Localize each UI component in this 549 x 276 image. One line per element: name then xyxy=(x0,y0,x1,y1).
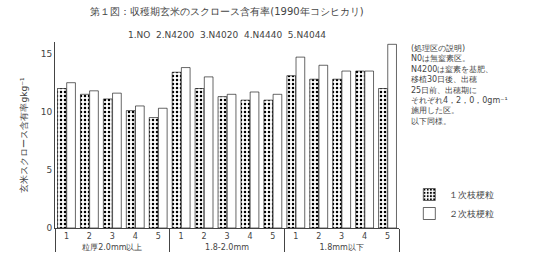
svg-text:4: 4 xyxy=(247,232,252,241)
svg-text:3: 3 xyxy=(224,232,229,241)
svg-text:1.NO 2.N4200 3.N4020 4.N444: 1.NO 2.N4200 3.N4020 4.N4440 5.N4044 xyxy=(128,30,326,40)
svg-text:0: 0 xyxy=(46,223,52,233)
svg-text:２次枝梗粒: ２次枝梗粒 xyxy=(449,209,494,219)
svg-text:１次枝梗粒: １次枝梗粒 xyxy=(449,190,494,200)
svg-text:(処理区の説明)N0は無窒素区。N4200は窒素を基肥、移植: (処理区の説明)N0は無窒素区。N4200は窒素を基肥、移植30日後、出穂25日… xyxy=(411,44,508,126)
svg-text:3: 3 xyxy=(339,232,344,241)
svg-text:玄米スクロース含有率gkg⁻¹: 玄米スクロース含有率gkg⁻¹ xyxy=(19,77,29,192)
svg-text:5: 5 xyxy=(156,232,161,241)
svg-text:4: 4 xyxy=(133,232,138,241)
svg-text:2: 2 xyxy=(316,232,321,241)
svg-text:5: 5 xyxy=(46,165,52,175)
svg-text:4: 4 xyxy=(362,232,367,241)
svg-text:1.8mm以下: 1.8mm以下 xyxy=(320,243,364,252)
svg-text:1: 1 xyxy=(293,232,298,241)
svg-text:15: 15 xyxy=(41,49,52,59)
svg-text:5: 5 xyxy=(385,232,390,241)
svg-text:第１図：収穫期玄米のスクロース含有率(1990年コシヒカリ): 第１図：収穫期玄米のスクロース含有率(1990年コシヒカリ) xyxy=(90,6,363,17)
svg-text:2: 2 xyxy=(87,232,92,241)
svg-text:粒厚2.0mm以上: 粒厚2.0mm以上 xyxy=(82,243,142,252)
svg-text:1: 1 xyxy=(64,232,69,241)
svg-text:1: 1 xyxy=(179,232,184,241)
svg-text:3: 3 xyxy=(110,232,115,241)
svg-text:10: 10 xyxy=(41,107,53,117)
svg-text:2: 2 xyxy=(202,232,207,241)
svg-text:5: 5 xyxy=(270,232,275,241)
svg-text:1.8-2.0mm: 1.8-2.0mm xyxy=(205,243,249,252)
